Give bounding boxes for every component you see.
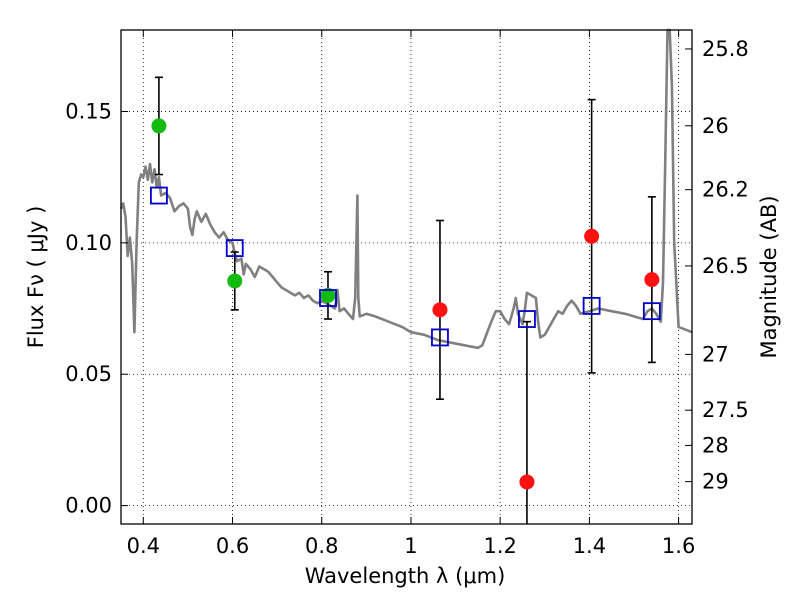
model-points-layer [150, 186, 661, 347]
x-tick-label: 1.2 [483, 534, 516, 558]
nir-data-point [519, 474, 535, 490]
ticks: 0.4 0.6 0.8 1 1.2 1.4 1.6 0.00 0.05 0.10 0.15 25.8 2… [65, 30, 749, 558]
observed-points-layer [151, 118, 660, 490]
x-tick-label: 1.6 [662, 534, 695, 558]
plot-frame [120, 29, 693, 525]
model-point [225, 239, 244, 257]
model-point [642, 302, 661, 321]
right-tick-label: 26.2 [702, 178, 749, 202]
y-axis-label: Flux Fν ( μJy ) [24, 206, 48, 349]
right-axis-label: Magnitude (AB) [757, 195, 781, 358]
x-tick-label: 0.4 [127, 534, 160, 558]
right-tick-label: 27 [702, 342, 729, 366]
x-axis-label: Wavelength λ (μm) [305, 564, 506, 588]
y-tick-label: 0.15 [65, 99, 112, 123]
model-point [582, 297, 601, 315]
nir-data-point [432, 302, 448, 318]
model-point [319, 289, 337, 307]
nir-data-point [584, 228, 600, 244]
sed-curve-layer [119, 28, 693, 350]
right-tick-label: 28 [702, 433, 729, 457]
y-tick-label: 0.10 [65, 231, 112, 255]
right-tick-label: 26 [702, 114, 729, 138]
right-tick-label: 26.5 [702, 254, 749, 278]
right-tick-label: 27.5 [702, 398, 749, 422]
x-tick-label: 0.8 [305, 534, 338, 558]
model-point [518, 310, 536, 328]
sed-curve [119, 28, 693, 350]
optical-data-point [151, 118, 167, 134]
model-point [431, 328, 449, 347]
optical-data-point [227, 273, 243, 289]
y-tick-label: 0.05 [65, 362, 112, 386]
y-tick-label: 0.00 [65, 494, 112, 518]
right-tick-label: 25.8 [702, 37, 749, 61]
model-point [150, 186, 168, 205]
x-tick-label: 1.4 [573, 534, 606, 558]
x-tick-label: 1 [404, 534, 417, 558]
right-tick-label: 29 [702, 470, 729, 494]
optical-data-point [320, 287, 336, 303]
x-tick-label: 0.6 [216, 534, 249, 558]
nir-data-point [644, 272, 660, 288]
